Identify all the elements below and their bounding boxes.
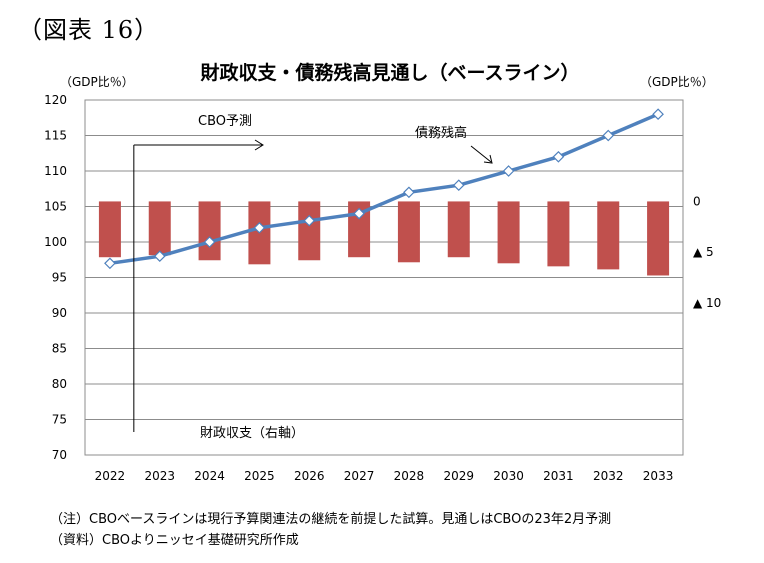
plot-border bbox=[84, 99, 684, 456]
figure-label: （図表 16） bbox=[18, 16, 160, 44]
forecast-label: CBO予測 bbox=[198, 114, 252, 129]
left-tick-label: 100 bbox=[44, 235, 67, 249]
chart-title: 財政収支・債務残高見通し（ベースライン） bbox=[200, 61, 579, 84]
left-tick-label: 70 bbox=[52, 448, 67, 462]
debt-marker bbox=[552, 150, 565, 163]
x-tick-label: 2023 bbox=[144, 469, 175, 483]
x-tick-label: 2024 bbox=[194, 469, 225, 483]
balance-bar bbox=[497, 201, 520, 264]
x-tick-label: 2026 bbox=[294, 469, 325, 483]
forecast-arrowhead bbox=[254, 139, 264, 151]
right-tick-label: 0 bbox=[693, 194, 701, 208]
debt-label-pointer bbox=[470, 145, 492, 163]
balance-bar bbox=[298, 201, 321, 261]
right-tick-label: ▲ 5 bbox=[693, 245, 714, 259]
debt-marker bbox=[153, 250, 166, 263]
balance-bar bbox=[447, 201, 470, 258]
debt-line bbox=[109, 112, 659, 266]
x-tick-label: 2025 bbox=[244, 469, 275, 483]
right-tick-label: ▲ 10 bbox=[693, 296, 721, 310]
balance-bar bbox=[198, 201, 221, 261]
x-tick-label: 2027 bbox=[344, 469, 375, 483]
balance-series-label: 財政収支（右軸） bbox=[200, 426, 304, 441]
balance-bar bbox=[148, 201, 171, 256]
balance-bar bbox=[597, 201, 620, 270]
left-tick-label: 80 bbox=[52, 377, 67, 391]
debt-marker bbox=[502, 165, 515, 177]
debt-marker bbox=[104, 257, 116, 270]
debt-marker bbox=[253, 221, 266, 234]
left-tick-label: 95 bbox=[52, 271, 67, 285]
x-tick-label: 2030 bbox=[493, 469, 524, 483]
debt-marker bbox=[303, 214, 316, 227]
source-note: （資料）CBOよりニッセイ基礎研究所作成 bbox=[50, 533, 299, 548]
debt-marker bbox=[452, 179, 465, 192]
debt-label-arrowhead bbox=[483, 154, 493, 164]
left-tick-label: 110 bbox=[44, 164, 67, 178]
left-tick-label: 120 bbox=[44, 93, 67, 107]
left-tick-label: 85 bbox=[52, 342, 67, 356]
x-tick-label: 2029 bbox=[443, 469, 474, 483]
plot-area: 70 75 80 85 90 95 100 105 110 115 120 0 ▲ 5 ▲ 10 2022 2… bbox=[44, 93, 721, 483]
debt-marker bbox=[652, 108, 664, 121]
balance-bar bbox=[98, 201, 121, 258]
debt-series-label: 債務残高 bbox=[415, 125, 467, 141]
right-axis-unit: （GDP比％） bbox=[640, 75, 714, 89]
x-tick-label: 2028 bbox=[394, 469, 425, 483]
balance-bar bbox=[397, 201, 420, 263]
debt-marker bbox=[403, 186, 415, 199]
x-tick-label: 2031 bbox=[543, 469, 574, 483]
balance-bar bbox=[547, 201, 570, 267]
footnote: （注）CBOベースラインは現行予算関連法の継続を前提した試算。見通しはCBOの2… bbox=[50, 512, 612, 527]
debt-marker bbox=[203, 236, 216, 248]
x-tick-label: 2033 bbox=[643, 469, 674, 483]
x-tick-label: 2032 bbox=[593, 469, 624, 483]
debt-marker bbox=[602, 129, 615, 142]
left-tick-label: 115 bbox=[44, 129, 67, 143]
left-tick-label: 75 bbox=[52, 413, 67, 427]
x-tick-label: 2022 bbox=[95, 469, 126, 483]
debt-marker bbox=[353, 207, 365, 220]
left-tick-label: 105 bbox=[44, 200, 67, 214]
left-axis-unit: （GDP比％） bbox=[60, 75, 134, 89]
balance-bar bbox=[647, 201, 670, 276]
left-tick-label: 90 bbox=[52, 306, 67, 320]
